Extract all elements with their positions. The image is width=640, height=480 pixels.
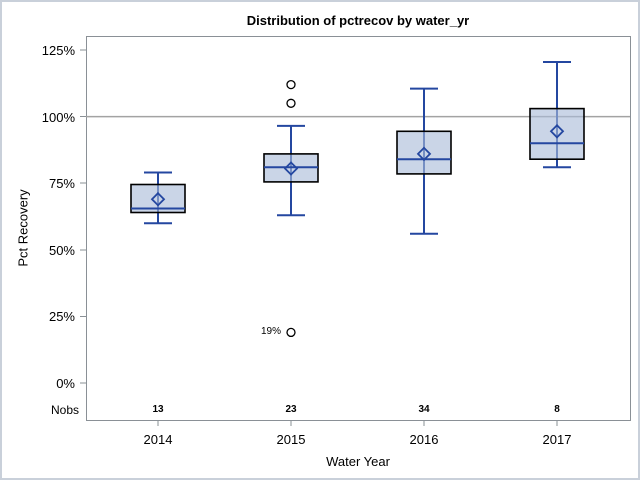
y-tick-label: 125% — [41, 43, 75, 58]
nobs-value: 8 — [554, 404, 560, 415]
nobs-value: 13 — [152, 404, 164, 415]
x-tick-label: 2016 — [409, 432, 439, 447]
y-tick-label: 75% — [48, 176, 75, 192]
y-axis-label: Pct Recovery — [15, 189, 31, 267]
x-tick-label: 2014 — [143, 432, 173, 447]
x-tick-label: 2015 — [276, 432, 306, 447]
nobs-value: 34 — [418, 404, 430, 415]
plot-frame — [86, 36, 631, 421]
x-tick-label: 2017 — [542, 432, 572, 447]
mean-diamond — [416, 146, 432, 162]
mean-diamond — [150, 191, 166, 207]
mean-diamond — [283, 161, 299, 176]
y-tick-label: 25% — [48, 309, 75, 325]
outlier-label: 19% — [260, 326, 281, 338]
box-2016 — [396, 130, 452, 175]
nobs-row-header: Nobs — [50, 403, 79, 417]
nobs-value: 23 — [285, 404, 297, 415]
box-2017 — [529, 107, 585, 160]
y-tick-label: 100% — [41, 109, 75, 125]
y-tick-label: 50% — [48, 242, 75, 258]
outlier-point — [286, 98, 296, 108]
mean-diamond — [549, 124, 565, 139]
y-tick-label: 0% — [56, 376, 75, 391]
x-axis-label: Water Year — [326, 454, 390, 469]
chart-title: Distribution of pctrecov by water_yr — [246, 13, 470, 28]
outlier-point — [286, 79, 296, 90]
outlier-point — [286, 327, 296, 338]
